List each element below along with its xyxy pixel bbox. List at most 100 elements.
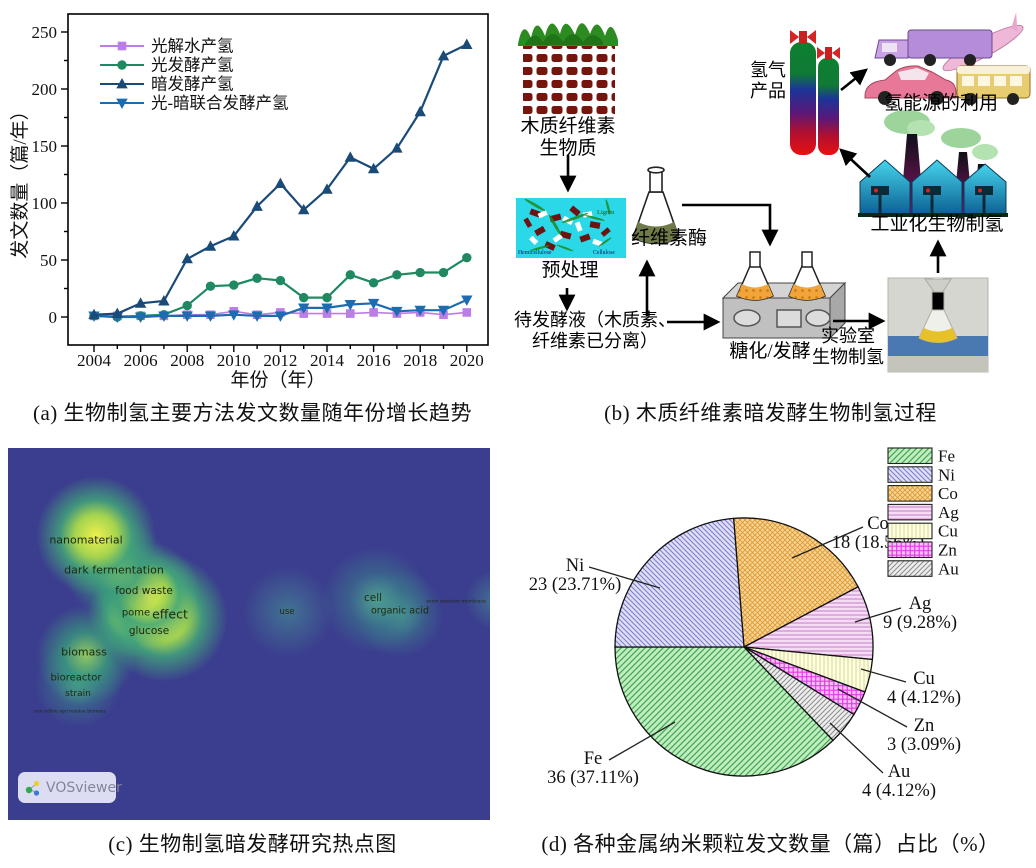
- x-tick-label: 2004: [77, 351, 112, 370]
- legend-swatch-Fe: [887, 447, 933, 465]
- heatmap-term: anion selective membrane: [426, 599, 486, 605]
- slice-value-label: 23 (23.71%): [529, 575, 621, 595]
- factory-label: 工业化生物制氢: [870, 214, 1004, 235]
- x-tick-label: 2006: [124, 351, 158, 370]
- heatmap-term: organic acid: [370, 605, 430, 617]
- slice-name-label: Au: [888, 762, 911, 782]
- slice-value-label: 36 (37.11%): [547, 768, 639, 788]
- vehicles-label: 氢能源的利用: [883, 93, 998, 114]
- panel-a-line-chart: 2004 2006 2008 2010 2012 2014 2016 2018 2020 0 50 1…: [0, 0, 505, 395]
- biomass-label: 木质纤维素 生物质: [520, 116, 616, 160]
- hemicellulose-tiny-label: Hemicellulose: [518, 250, 552, 256]
- cellulase-flask: [632, 166, 680, 245]
- truck-icon: [874, 29, 993, 66]
- slice-value-label: 4 (4.12%): [862, 781, 936, 801]
- vosviewer-badge: VOSviewer: [18, 772, 122, 803]
- heatmap-term: use: [279, 607, 295, 617]
- x-tick-label: 2008: [170, 351, 204, 370]
- x-tick-label: 2020: [450, 351, 484, 370]
- legend-label: 暗发酵产氢: [151, 75, 234, 94]
- slice-name-label: Co: [867, 514, 889, 534]
- leader-line: [854, 607, 902, 623]
- y-axis-title: 发文数量（篇/年）: [9, 101, 31, 258]
- leader-line: [588, 566, 661, 589]
- pie-legend-label: Cu: [938, 522, 958, 541]
- legend-swatch-Ni: [887, 466, 933, 483]
- lignocellulose-biomass-image: [518, 23, 618, 116]
- legend-label: 光-暗联合发酵产氢: [151, 94, 289, 113]
- pie-legend-label: Co: [938, 484, 958, 503]
- heatmap-term: pome: [121, 607, 151, 619]
- axis-box: [67, 13, 489, 346]
- panel-d-pie-chart: Co 18 (18.56%) Ag 9 (9.28%) Cu 4 (4.12%) Zn 3 (…: [529, 445, 1036, 820]
- leader-line: [860, 668, 907, 683]
- cellulose-tiny-label: Cellulose: [593, 250, 615, 256]
- heatmap-term: nanomaterial: [49, 533, 123, 547]
- heatmap-term: dark fermentation: [64, 563, 164, 577]
- x-tick-label: 2014: [310, 351, 345, 370]
- heatmap-term: biomass: [61, 645, 107, 659]
- sacchar-label: 糖化/发酵: [729, 341, 811, 362]
- slice-name-label: Fe: [584, 749, 603, 769]
- bus-icon: [956, 65, 1031, 105]
- hydrogen-cylinders: [790, 30, 840, 155]
- heatmap-term: food waste: [115, 585, 173, 597]
- caption-a: (a) 生物制氢主要方法发文数量随年份增长趋势: [32, 401, 473, 425]
- vosviewer-badge-text: VOSviewer: [46, 779, 122, 796]
- vosviewer-logo-icon: [25, 780, 40, 796]
- pie-slice-Fe: [614, 646, 834, 777]
- car-icon: [864, 65, 957, 105]
- legend-swatch-Cu: [887, 522, 933, 540]
- lab-photo: [887, 277, 989, 373]
- series-line: [93, 256, 468, 319]
- leader-line: [608, 721, 676, 761]
- heatmap-term: cell: [363, 592, 383, 604]
- pie-legend-label: Au: [938, 559, 959, 578]
- slice-name-label: Ag: [909, 594, 932, 614]
- process-diagram-graphics: Lignin Hemicellulose Cellulose: [516, 12, 1031, 373]
- legend-swatch-Zn: [887, 541, 933, 559]
- y-tick-label: 0: [49, 308, 58, 327]
- y-tick-label: 50: [40, 251, 57, 270]
- heatmap-term: strain: [65, 689, 91, 699]
- x-axis-title: 年份（年）: [230, 369, 325, 391]
- pretreat-label: 预处理: [541, 260, 599, 281]
- legend-label: 光解水产氢: [151, 37, 234, 56]
- legend-swatch-Au: [887, 560, 933, 577]
- lignin-tiny-label: Lignin: [597, 209, 615, 216]
- vehicles-image: [864, 12, 1031, 105]
- y-tick-label: 150: [32, 137, 58, 156]
- y-tick-label: 250: [32, 23, 58, 42]
- y-tick-label: 200: [32, 80, 58, 99]
- panel-b-process-diagram: Lignin Hemicellulose Cellulose: [505, 0, 1036, 395]
- fermentation-flasks: [736, 251, 826, 301]
- caption-c: (c) 生物制氢暗发酵研究热点图: [108, 832, 397, 856]
- pretreatment-image: Lignin Hemicellulose Cellulose: [516, 198, 626, 258]
- slice-name-label: Zn: [914, 716, 935, 736]
- cellulase-label: 纤维素酶: [630, 228, 707, 249]
- slice-value-label: 9 (9.28%): [883, 613, 957, 633]
- leader-line: [837, 688, 908, 728]
- x-tick-label: 2010: [217, 351, 251, 370]
- pie-slice-Co: [732, 517, 859, 649]
- pie-slice-Ni: [614, 517, 745, 648]
- caption-d: (d) 各种金属纳米颗粒发文数量（篇）占比（%）: [541, 832, 1000, 856]
- leader-line: [791, 526, 864, 559]
- slice-name-label: Ni: [566, 556, 585, 576]
- x-tick-label: 2018: [403, 351, 437, 370]
- x-tick-label: 2016: [357, 351, 391, 370]
- heatmap-term: non edible agri residue biomass: [34, 709, 106, 715]
- panel-c-heatmap: nanomaterial dark fermentation food waste p…: [8, 448, 490, 820]
- slice-value-label: 4 (4.12%): [887, 688, 961, 708]
- legend-swatch-Co: [887, 485, 933, 502]
- pie-legend-label: Zn: [938, 541, 957, 560]
- pie-legend-label: Ag: [938, 503, 959, 522]
- heatmap-term: glucose: [128, 625, 170, 637]
- heatmap-term: bioreactor: [50, 672, 102, 684]
- heatmap-term: effect: [152, 606, 188, 622]
- caption-b: (b) 木质纤维素暗发酵生物制氢过程: [604, 401, 937, 425]
- pie-legend-label: Ni: [938, 465, 955, 484]
- broth-label: 待发酵液（木质素、 纤维素已分离）: [514, 310, 676, 352]
- h2-product-label: 氢气 产品: [750, 60, 786, 102]
